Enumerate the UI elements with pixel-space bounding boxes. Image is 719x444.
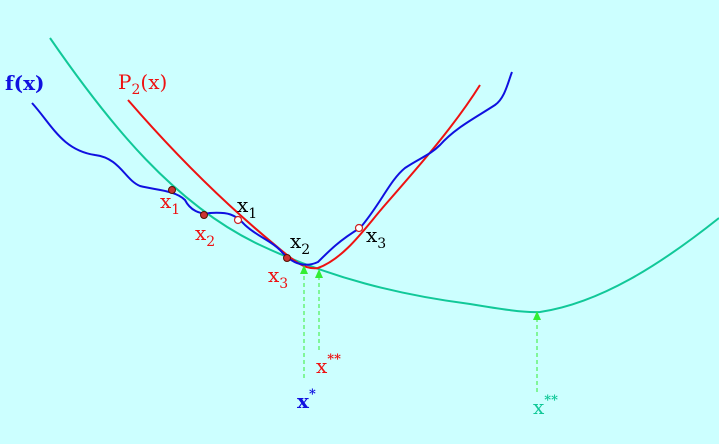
red-x-double-star-sup: **	[327, 352, 341, 367]
blue-x-star-sup: *	[309, 387, 316, 402]
hollow-point-x3	[354, 223, 364, 233]
red-x2-sub: 2	[206, 234, 215, 250]
green-x-double-star-label: x**	[533, 393, 558, 419]
green-x-double-star-main: x	[533, 395, 545, 419]
red-x1-label: x1	[160, 189, 180, 218]
black-x2-main: x	[290, 229, 302, 253]
red-x2-label: x2	[195, 221, 215, 250]
black-x2-sub: 2	[301, 242, 310, 258]
p2-label: P2(x)	[118, 70, 167, 98]
red-x-double-star-label: x**	[316, 352, 341, 378]
green-x-double-star-sup: **	[544, 393, 558, 408]
black-x1-sub: 1	[248, 206, 257, 222]
arrow-green-x-double-star	[533, 311, 541, 392]
f-curve	[31, 71, 513, 266]
red-x1-sub: 1	[171, 202, 180, 218]
black-x2-label: x2	[290, 229, 310, 258]
red-x-double-star-main: x	[316, 354, 328, 378]
arrow-red-x-double-star	[315, 269, 323, 350]
p2-curve	[127, 84, 481, 270]
red-point-x1	[168, 186, 176, 194]
black-x3-sub: 3	[377, 236, 386, 252]
black-x1-main: x	[237, 193, 249, 217]
red-point-x3	[283, 254, 291, 262]
p2-sub: 2	[131, 82, 140, 98]
blue-x-star-main: x	[297, 389, 310, 413]
p2-rest: (x)	[140, 70, 167, 94]
red-x3-sub: 3	[279, 276, 288, 292]
arrow-x-star	[300, 265, 308, 378]
hollow-point-x1	[233, 215, 243, 225]
fx-label: f(x)	[5, 71, 44, 95]
blue-x-star-label: x*	[297, 387, 316, 413]
red-x3-main: x	[268, 263, 280, 287]
red-x3-label: x3	[268, 263, 288, 292]
red-x1-main: x	[160, 189, 172, 213]
red-point-x2	[200, 211, 208, 219]
black-x3-main: x	[366, 223, 378, 247]
black-x3-label: x3	[366, 223, 386, 252]
green-curve	[49, 37, 719, 314]
p2-main: P	[118, 70, 131, 94]
black-x1-label: x1	[237, 193, 257, 222]
red-x2-main: x	[195, 221, 207, 245]
